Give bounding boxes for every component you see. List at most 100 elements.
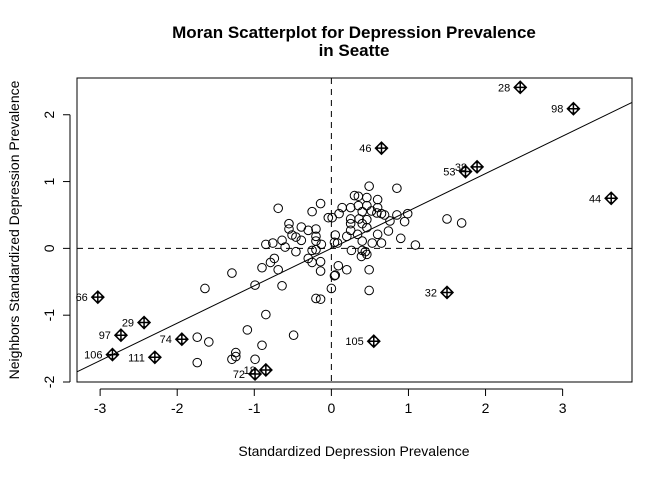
influential-point-marker: [513, 80, 528, 95]
data-point: [352, 229, 363, 240]
influential-point: 32: [425, 285, 455, 300]
influential-point-marker: [470, 159, 485, 174]
data-point: [277, 280, 287, 291]
data-point: [257, 262, 267, 273]
data-point: [315, 266, 326, 276]
influential-point-marker: [248, 366, 263, 382]
data-point: [277, 235, 287, 246]
influential-point: 28: [498, 80, 528, 95]
data-point: [366, 206, 377, 216]
data-point: [296, 235, 307, 246]
data-point: [242, 325, 253, 335]
data-point: [250, 280, 260, 290]
data-point: [311, 244, 321, 255]
data-point: [315, 294, 326, 304]
data-point: [379, 210, 390, 220]
data-point: [356, 251, 367, 262]
data-point: [357, 236, 368, 246]
influential-point-label: 28: [498, 82, 510, 94]
y-axis-label: Neighbors Standardized Depression Preval…: [6, 80, 22, 379]
influential-point-label: 38: [455, 162, 467, 174]
data-point: [200, 283, 210, 294]
data-point: [372, 229, 383, 240]
plot-frame: [76, 77, 633, 383]
influential-point-label: 44: [589, 193, 601, 205]
data-point: [273, 264, 283, 275]
influential-point-label: 66: [76, 292, 88, 304]
influential-point-marker: [147, 350, 162, 365]
data-point: [364, 264, 374, 275]
y-tick-label: 1: [41, 177, 57, 185]
influential-point-label: 53: [443, 167, 455, 179]
data-point: [372, 194, 383, 205]
data-point: [349, 190, 360, 201]
influential-point-label: 18: [244, 365, 256, 377]
influential-point: 66: [76, 290, 105, 305]
data-point: [341, 231, 352, 242]
influential-point: 98: [551, 101, 581, 116]
influential-point-marker: [90, 290, 105, 305]
data-point: [323, 212, 334, 223]
data-point: [362, 200, 372, 211]
influential-point-label: 74: [160, 334, 172, 346]
data-point: [192, 332, 203, 343]
data-point: [346, 245, 357, 256]
influential-point-label: 106: [84, 350, 102, 362]
data-point: [364, 181, 374, 192]
influential-point-label: 111: [128, 352, 145, 364]
x-tick-label: -1: [248, 400, 261, 416]
data-point: [329, 270, 340, 281]
data-point: [288, 330, 299, 341]
influential-point-marker: [604, 191, 619, 206]
data-point: [383, 226, 394, 236]
data-point: [354, 214, 364, 224]
data-point: [267, 238, 278, 248]
influential-point-marker: [566, 101, 581, 116]
influential-point-marker: [137, 315, 152, 330]
data-point: [402, 208, 413, 219]
y-tick-label: -1: [41, 309, 57, 322]
influential-point-marker: [366, 334, 381, 349]
data-point: [392, 183, 402, 194]
influential-point: 105: [345, 334, 381, 349]
influential-point-label: 98: [551, 104, 563, 116]
influential-point-marker: [458, 164, 473, 179]
data-point: [326, 283, 337, 294]
data-point: [291, 246, 301, 257]
data-point: [307, 245, 317, 256]
data-point: [280, 242, 290, 252]
data-point: [311, 224, 321, 234]
data-point: [341, 264, 352, 275]
data-point: [353, 200, 364, 211]
data-point: [332, 238, 343, 248]
data-point: [395, 233, 406, 244]
influential-point: 111: [128, 350, 162, 365]
x-axis-label: Standardized Depression Prevalence: [238, 443, 469, 459]
data-point: [284, 218, 294, 229]
data-point: [311, 293, 321, 304]
axes: -3 -2 -1 0 1 2 3 -2 -1 0 1 2: [41, 111, 567, 416]
x-tick-label: 1: [405, 400, 413, 416]
x-tick-label: -2: [171, 400, 184, 416]
data-point: [257, 340, 267, 351]
data-point: [250, 354, 260, 365]
chart-title-line-2: in Seatte: [319, 41, 390, 60]
data-point: [362, 249, 372, 260]
data-point: [230, 351, 241, 362]
influential-point: 29: [122, 315, 152, 330]
data-point: [315, 198, 326, 209]
data-point: [442, 214, 452, 224]
data-point: [372, 208, 382, 218]
influential-point-marker: [258, 362, 273, 378]
influential-point-marker: [105, 347, 120, 362]
data-point: [345, 202, 356, 213]
data-point: [362, 192, 372, 203]
x-tick-label: 2: [482, 400, 490, 416]
influential-point-marker: [174, 332, 189, 347]
data-point: [399, 216, 410, 227]
influential-point-label: 72: [233, 369, 245, 381]
data-point: [333, 260, 344, 271]
points-layer: [192, 181, 467, 368]
y-tick-label: -2: [41, 376, 57, 389]
